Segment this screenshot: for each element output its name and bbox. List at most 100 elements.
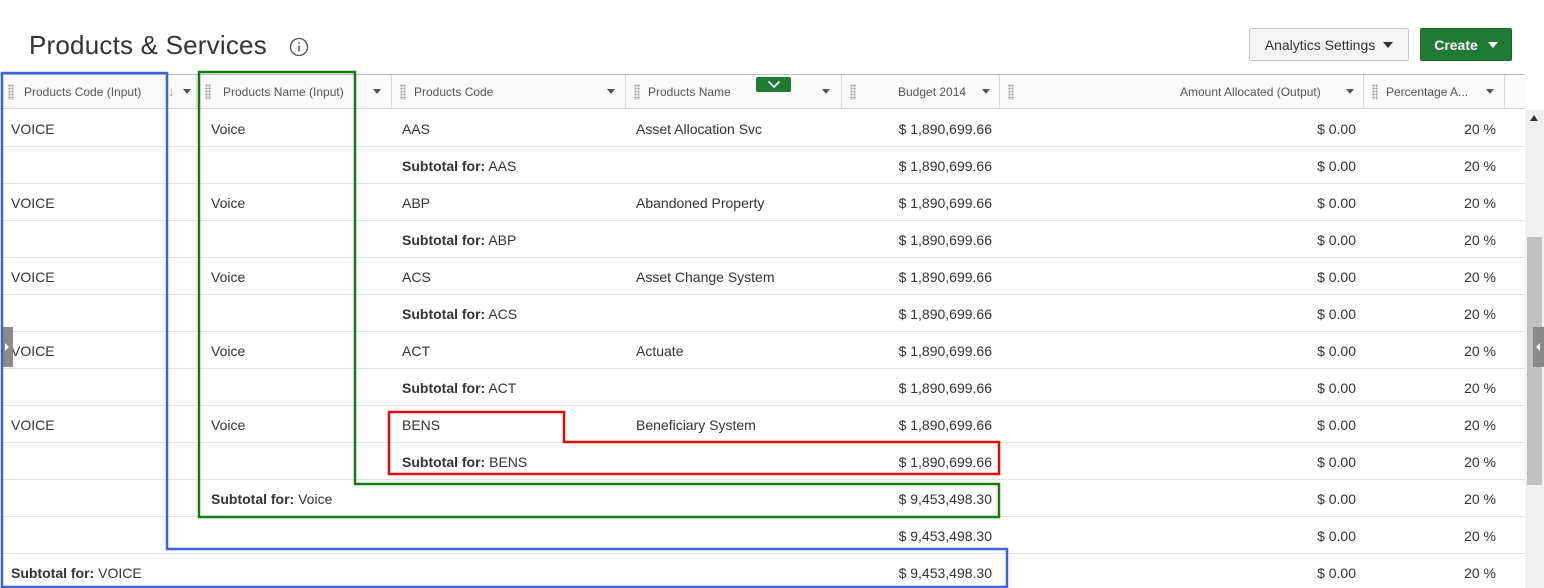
- cell-budget-2014: $ 9,453,498.30: [898, 528, 992, 544]
- cell-percentage: 20 %: [1464, 306, 1496, 322]
- analytics-settings-label: Analytics Settings: [1264, 36, 1376, 53]
- cell-budget-2014: $ 9,453,498.30: [898, 565, 992, 581]
- chevron-down-icon: [1487, 41, 1498, 48]
- column-menu-icon[interactable]: [822, 89, 830, 94]
- subtotal-products-code: Subtotal for: ACS: [402, 306, 517, 322]
- subtotal-products-code-input: Subtotal for: VOICE: [11, 565, 142, 581]
- cell-budget-2014: $ 1,890,699.66: [898, 121, 992, 137]
- chevron-down-icon: [767, 80, 780, 89]
- table-row[interactable]: Subtotal for: BENS $ 1,890,699.66 $ 0.00 20…: [0, 443, 1525, 480]
- drag-handle-icon[interactable]: [205, 84, 211, 100]
- cell-products-code: ACT: [402, 343, 430, 359]
- column-label: Amount Allocated (Output): [1180, 85, 1321, 99]
- cell-percentage: 20 %: [1464, 454, 1496, 470]
- cell-products-name-input: Voice: [211, 121, 246, 137]
- table-row[interactable]: VOICE Voice AAS Asset Allocation Svc $ 1,890…: [0, 110, 1525, 147]
- cell-amount-allocated: $ 0.00: [1317, 565, 1356, 581]
- table-row[interactable]: VOICE Voice ABP Abandoned Property $ 1,890,6…: [0, 184, 1525, 221]
- cell-products-code: AAS: [402, 121, 431, 137]
- cell-budget-2014: $ 1,890,699.66: [898, 158, 992, 174]
- column-label: Products Code: [414, 85, 494, 99]
- subtotal-products-code: Subtotal for: AAS: [402, 158, 516, 174]
- drag-handle-icon[interactable]: [400, 84, 406, 100]
- create-button[interactable]: Create: [1420, 28, 1512, 61]
- table-row[interactable]: Subtotal for: VOICE $ 9,453,498.30 $ 0.00 2…: [0, 554, 1525, 588]
- cell-products-name: Asset Allocation Svc: [636, 121, 763, 137]
- subtotal-value: ACS: [488, 306, 518, 322]
- subtotal-value: BENS: [489, 454, 528, 470]
- column-menu-icon[interactable]: [373, 89, 381, 94]
- cell-budget-2014: $ 1,890,699.66: [898, 195, 992, 211]
- cell-percentage: 20 %: [1464, 417, 1496, 433]
- cell-amount-allocated: $ 0.00: [1317, 306, 1356, 322]
- cell-products-name: Asset Change System: [636, 269, 775, 285]
- cell-amount-allocated: $ 0.00: [1317, 158, 1356, 174]
- column-header-percentage[interactable]: Percentage A...: [1364, 75, 1505, 109]
- column-header-amount-allocated-output[interactable]: Amount Allocated (Output): [1000, 75, 1364, 109]
- cell-budget-2014: $ 1,890,699.66: [898, 417, 992, 433]
- table-row[interactable]: VOICE Voice ACT Actuate $ 1,890,699.66 $ 0.00…: [0, 332, 1525, 369]
- drag-handle-icon[interactable]: [1372, 84, 1378, 100]
- cell-budget-2014: $ 1,890,699.66: [898, 454, 992, 470]
- column-header-products-code-input[interactable]: Products Code (Input) ↓: [0, 75, 197, 109]
- column-menu-icon[interactable]: [1486, 89, 1494, 94]
- cell-products-code: ABP: [402, 195, 431, 211]
- drag-handle-icon[interactable]: [1008, 84, 1014, 100]
- drag-handle-icon[interactable]: [8, 84, 14, 100]
- cell-amount-allocated: $ 0.00: [1317, 417, 1356, 433]
- table-row[interactable]: Subtotal for: ACS $ 1,890,699.66 $ 0.00 20 …: [0, 295, 1525, 332]
- subtotal-products-code: Subtotal for: ABP: [402, 232, 516, 248]
- cell-products-code: BENS: [402, 417, 441, 433]
- column-header-products-name[interactable]: Products Name: [626, 75, 842, 109]
- cell-percentage: 20 %: [1464, 343, 1496, 359]
- collapse-header-button[interactable]: [756, 77, 791, 92]
- column-header-budget-2014[interactable]: Budget 2014: [842, 75, 1000, 109]
- column-header-products-code[interactable]: Products Code: [392, 75, 626, 109]
- drag-handle-icon[interactable]: [850, 84, 856, 100]
- page-title: Products & Services: [29, 30, 267, 60]
- cell-amount-allocated: $ 0.00: [1317, 380, 1356, 396]
- expand-right-panel-icon[interactable]: [1533, 327, 1544, 367]
- column-label: Products Code (Input): [24, 85, 142, 99]
- cell-percentage: 20 %: [1464, 232, 1496, 248]
- column-label: Products Name: [648, 85, 731, 99]
- sort-down-icon[interactable]: ↓: [168, 84, 175, 99]
- scroll-up-arrow-icon[interactable]: [1530, 115, 1538, 121]
- cell-products-code-input: VOICE: [11, 269, 55, 285]
- cell-budget-2014: $ 1,890,699.66: [898, 269, 992, 285]
- cell-amount-allocated: $ 0.00: [1317, 528, 1356, 544]
- table-row[interactable]: Subtotal for: ACT $ 1,890,699.66 $ 0.00 20 …: [0, 369, 1525, 406]
- table-row[interactable]: Subtotal for: Voice $ 9,453,498.30 $ 0.00 2…: [0, 480, 1525, 517]
- column-label: Percentage A...: [1386, 85, 1469, 99]
- cell-amount-allocated: $ 0.00: [1317, 454, 1356, 470]
- table-row[interactable]: Subtotal for: AAS $ 1,890,699.66 $ 0.00 20 …: [0, 147, 1525, 184]
- cell-percentage: 20 %: [1464, 565, 1496, 581]
- expand-left-panel-icon[interactable]: [2, 327, 13, 367]
- analytics-settings-button[interactable]: Analytics Settings: [1249, 28, 1409, 61]
- table-row[interactable]: VOICE Voice BENS Beneficiary System $ 1,890,…: [0, 406, 1525, 443]
- column-menu-icon[interactable]: [1346, 89, 1354, 94]
- subtotal-products-code: Subtotal for: ACT: [402, 380, 516, 396]
- cell-budget-2014: $ 1,890,699.66: [898, 306, 992, 322]
- cell-budget-2014: $ 9,453,498.30: [898, 491, 992, 507]
- column-menu-icon[interactable]: [183, 89, 191, 94]
- cell-products-code: ACS: [402, 269, 431, 285]
- table-row[interactable]: $ 9,453,498.30 $ 0.00 20 %: [0, 517, 1525, 554]
- cell-percentage: 20 %: [1464, 121, 1496, 137]
- cell-percentage: 20 %: [1464, 158, 1496, 174]
- drag-handle-icon[interactable]: [634, 84, 640, 100]
- cell-products-name: Abandoned Property: [636, 195, 765, 211]
- info-icon[interactable]: [289, 37, 309, 57]
- cell-products-name-input: Voice: [211, 269, 246, 285]
- column-header-products-name-input[interactable]: Products Name (Input): [197, 75, 392, 109]
- column-menu-icon[interactable]: [607, 89, 615, 94]
- subtotal-value: AAS: [488, 158, 517, 174]
- cell-budget-2014: $ 1,890,699.66: [898, 343, 992, 359]
- cell-products-name: Actuate: [636, 343, 684, 359]
- table-row[interactable]: Subtotal for: ABP $ 1,890,699.66 $ 0.00 20 …: [0, 221, 1525, 258]
- column-menu-icon[interactable]: [982, 89, 990, 94]
- cell-amount-allocated: $ 0.00: [1317, 343, 1356, 359]
- cell-percentage: 20 %: [1464, 491, 1496, 507]
- cell-amount-allocated: $ 0.00: [1317, 195, 1356, 211]
- table-row[interactable]: VOICE Voice ACS Asset Change System $ 1,890,…: [0, 258, 1525, 295]
